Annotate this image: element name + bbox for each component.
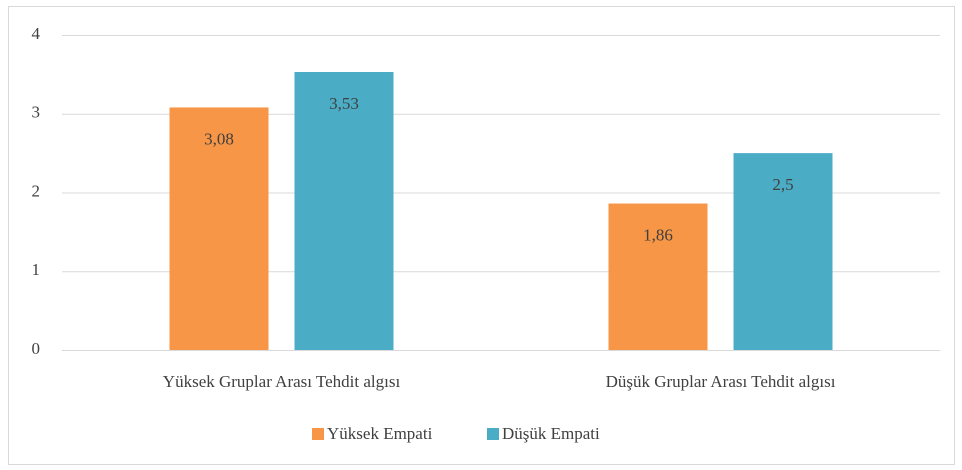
bar bbox=[169, 107, 269, 350]
legend-swatch bbox=[487, 428, 499, 440]
bar bbox=[294, 72, 394, 350]
y-tick-label: 2 bbox=[32, 181, 41, 200]
x-tick-label: Düşük Gruplar Arası Tehdit algısı bbox=[606, 372, 836, 391]
data-label: 3,53 bbox=[329, 94, 359, 113]
y-tick-label: 1 bbox=[32, 260, 41, 279]
y-tick-label: 0 bbox=[32, 339, 41, 358]
y-tick-label: 3 bbox=[32, 103, 41, 122]
x-tick-label: Yüksek Gruplar Arası Tehdit algısı bbox=[163, 372, 401, 391]
data-label: 1,86 bbox=[643, 225, 673, 244]
bar bbox=[608, 203, 708, 350]
data-label: 2,5 bbox=[772, 175, 793, 194]
data-label: 3,08 bbox=[204, 129, 234, 148]
legend-label: Yüksek Empati bbox=[327, 424, 433, 443]
legend-label: Düşük Empati bbox=[502, 424, 600, 443]
y-tick-label: 4 bbox=[32, 24, 41, 43]
bar bbox=[733, 153, 833, 350]
legend-swatch bbox=[312, 428, 324, 440]
